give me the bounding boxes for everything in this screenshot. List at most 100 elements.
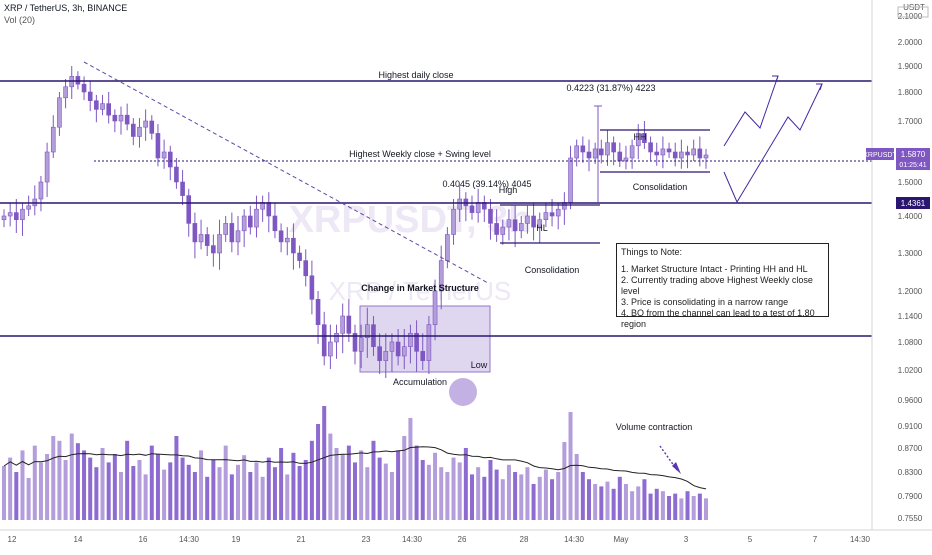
y-tick-label: 1.0200 — [898, 366, 923, 375]
level-badge[interactable] — [896, 197, 930, 209]
x-tick-label: 23 — [362, 535, 371, 544]
volume-bar — [94, 467, 99, 520]
candle-body — [174, 166, 179, 183]
candle-body — [401, 346, 407, 357]
volume-bar — [623, 484, 628, 520]
volume-bar — [125, 440, 130, 520]
notes-item-1: 1. Market Structure Intact - Printing HH… — [621, 264, 808, 274]
y-tick-label: 0.9600 — [898, 396, 923, 405]
candle-body — [438, 260, 444, 292]
candle-body — [94, 100, 99, 110]
volume-bar — [254, 462, 259, 520]
volume-bar — [32, 445, 37, 520]
volume-bar — [691, 496, 696, 520]
candle-body — [340, 315, 345, 334]
volume-bar — [131, 466, 136, 520]
volume-moving-average — [3, 446, 707, 490]
volume-bar — [537, 476, 542, 520]
candle-body — [555, 208, 561, 217]
y-tick-label: 1.7000 — [898, 117, 923, 126]
candle-body — [137, 126, 142, 137]
candle-body — [315, 299, 321, 325]
candle-body — [309, 275, 315, 300]
volume-bar — [426, 464, 431, 520]
volume-bar — [69, 433, 74, 520]
y-tick-label: 1.5000 — [898, 178, 923, 187]
symbol-line: XRP / TetherUS, 3h, BINANCE — [4, 3, 128, 13]
volume-bar — [155, 454, 160, 520]
candle-body — [223, 223, 228, 235]
volume-bar — [235, 464, 241, 520]
candles-layer — [1, 66, 709, 378]
volume-bar — [174, 436, 179, 520]
x-tick-label: 19 — [232, 535, 241, 544]
candle-body — [586, 151, 592, 159]
candle-body — [229, 223, 235, 243]
candle-body — [81, 83, 87, 93]
candle-body — [321, 324, 327, 357]
candle-body — [346, 315, 352, 334]
candle-body — [63, 86, 68, 99]
volume-bar — [8, 457, 13, 520]
candle-body — [623, 157, 629, 162]
last-price-badge[interactable] — [896, 148, 930, 170]
hl-label: HL — [536, 223, 548, 233]
volume-bar — [260, 476, 265, 520]
candle-body — [592, 148, 598, 159]
candle-body — [26, 205, 31, 210]
symbol-badge-text: XRPUSDT — [863, 152, 897, 159]
volume-bar — [14, 472, 19, 520]
accumulation-label: Accumulation — [393, 377, 447, 387]
candle-body — [506, 219, 512, 228]
candle-body — [241, 215, 247, 232]
volume-bar — [242, 455, 247, 520]
candle-body — [568, 157, 573, 203]
chart-header: XRP / TetherUS, 3h, BINANCE Vol (20) — [4, 2, 127, 26]
volume-bar — [556, 472, 561, 520]
volume-bar — [513, 472, 518, 520]
candle-body — [297, 252, 302, 261]
y-tick-label: 1.3000 — [898, 249, 923, 258]
candle-body — [186, 195, 192, 224]
notes-box[interactable]: Things to Note: 1. Market Structure Inta… — [616, 243, 829, 329]
candle-body — [420, 351, 426, 361]
candle-body — [118, 114, 124, 122]
candle-body — [426, 324, 432, 361]
volume-bar — [112, 454, 117, 520]
volume-bar — [266, 457, 271, 520]
volume-bar — [488, 460, 493, 520]
candle-body — [475, 202, 481, 213]
volume-bar — [352, 462, 358, 520]
volume-bar — [562, 442, 567, 520]
volume-bar — [408, 418, 413, 520]
candle-body — [648, 142, 653, 153]
volume-bar — [38, 462, 43, 520]
volume-bar — [137, 460, 142, 520]
volume-bar — [199, 450, 204, 520]
y-tick-label: 1.2000 — [898, 287, 923, 296]
volume-bar — [346, 445, 351, 520]
candle-body — [617, 151, 623, 162]
candle-body — [660, 148, 666, 156]
volume-bar — [211, 460, 216, 520]
candle-body — [143, 120, 148, 128]
volume-bar — [543, 469, 548, 520]
candle-body — [100, 103, 105, 110]
candle-body — [235, 230, 241, 243]
volume-bar — [82, 450, 87, 520]
volume-bar — [630, 491, 635, 520]
volume-bar — [57, 440, 62, 520]
candle-body — [469, 205, 475, 213]
candle-body — [50, 126, 56, 153]
volume-bar — [636, 486, 641, 520]
volume-bar — [1, 466, 7, 520]
change-structure-label: Change in Market Structure — [361, 283, 479, 293]
projection-path-1 — [723, 75, 779, 147]
candle-body — [494, 223, 499, 235]
candle-body — [580, 145, 586, 153]
volume-bar — [550, 479, 555, 520]
volume-bar — [106, 462, 111, 520]
candle-body — [358, 337, 364, 352]
y-tick-label: 0.9100 — [898, 422, 923, 431]
